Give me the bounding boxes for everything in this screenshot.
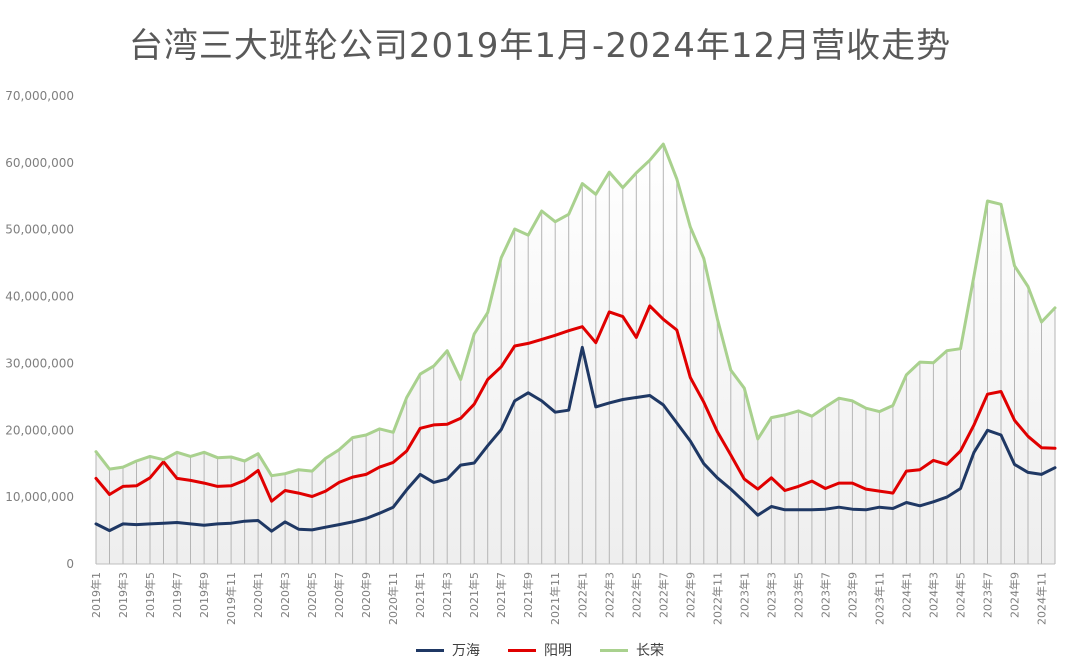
x-tick-label: 2021年7 — [494, 572, 508, 618]
x-tick-label: 2023年11 — [872, 572, 886, 625]
series-line — [94, 345, 1057, 533]
legend-item: 阳明 — [508, 640, 572, 660]
y-tick-label: 60,000,000 — [5, 156, 74, 170]
x-tick-label: 2020年9 — [359, 572, 373, 618]
y-tick-label: 20,000,000 — [5, 423, 74, 437]
x-tick-label: 2021年1 — [413, 572, 427, 618]
legend-item: 长荣 — [600, 640, 664, 660]
x-tick-label: 2022年3 — [602, 572, 616, 618]
x-tick-label: 2020年7 — [332, 572, 346, 618]
legend-item: 万海 — [416, 640, 480, 660]
x-tick-label: 2024年3 — [926, 572, 940, 618]
x-tick-label: 2019年7 — [170, 572, 184, 618]
background-area — [96, 144, 1055, 564]
x-tick-label: 2024年1 — [899, 572, 913, 618]
x-tick-label: 2023年3 — [764, 572, 778, 618]
x-tick-label: 2023年5 — [791, 572, 805, 618]
legend-swatch — [508, 648, 536, 652]
x-tick-label: 2019年5 — [143, 572, 157, 618]
x-tick-label: 2022年11 — [710, 572, 724, 625]
drop-lines — [95, 144, 1056, 564]
legend-label: 万海 — [452, 643, 480, 659]
x-tick-label: 2021年11 — [548, 572, 562, 625]
x-tick-label: 2019年3 — [116, 572, 130, 618]
x-tick-label: 2024年9 — [1008, 572, 1022, 618]
x-tick-label: 2023年1 — [737, 572, 751, 618]
x-tick-label: 2022年9 — [683, 572, 697, 618]
x-tick-label: 2023年7 — [818, 572, 832, 618]
x-tick-label: 2019年11 — [224, 572, 238, 625]
legend-label: 长荣 — [636, 643, 664, 659]
y-tick-label: 40,000,000 — [5, 290, 74, 304]
x-tick-label: 2020年5 — [305, 572, 319, 618]
y-tick-label: 50,000,000 — [5, 223, 74, 237]
x-tick-label: 2022年1 — [575, 572, 589, 618]
y-tick-label: 10,000,000 — [5, 490, 74, 504]
x-tick-label: 2019年1 — [89, 572, 103, 618]
y-tick-label: 70,000,000 — [5, 89, 74, 103]
area-fill — [96, 144, 1055, 564]
x-tick-label: 2024年5 — [954, 572, 968, 618]
x-tick-label: 2020年1 — [251, 572, 265, 618]
x-tick-label: 2023年7 — [981, 572, 995, 618]
x-tick-label: 2019年9 — [197, 572, 211, 618]
x-tick-label: 2022年7 — [656, 572, 670, 618]
chart-title: 台湾三大班轮公司2019年1月-2024年12月营收走势 — [128, 26, 952, 66]
x-tick-label: 2020年11 — [386, 572, 400, 625]
x-tick-label: 2022年5 — [629, 572, 643, 618]
x-tick-label: 2024年11 — [1035, 572, 1049, 625]
series-line — [94, 142, 1057, 478]
legend-label: 阳明 — [544, 643, 572, 659]
x-tick-label: 2021年5 — [467, 572, 481, 618]
x-tick-label: 2021年3 — [440, 572, 454, 618]
series-line — [94, 304, 1057, 503]
axes: 0 10,000,000 20,000,000 30,000,000 40,000,00… — [5, 89, 1055, 625]
legend-swatch — [416, 648, 444, 652]
x-tick-label: 2020年3 — [278, 572, 292, 618]
y-tick-label: 30,000,000 — [5, 356, 74, 370]
series-lines — [94, 142, 1057, 533]
x-tick-label: 2021年9 — [521, 572, 535, 618]
legend-swatch — [600, 648, 628, 652]
y-tick-label: 0 — [66, 557, 74, 571]
legend: 万海 阳明 长荣 — [0, 640, 1080, 660]
x-tick-label: 2023年9 — [845, 572, 859, 618]
